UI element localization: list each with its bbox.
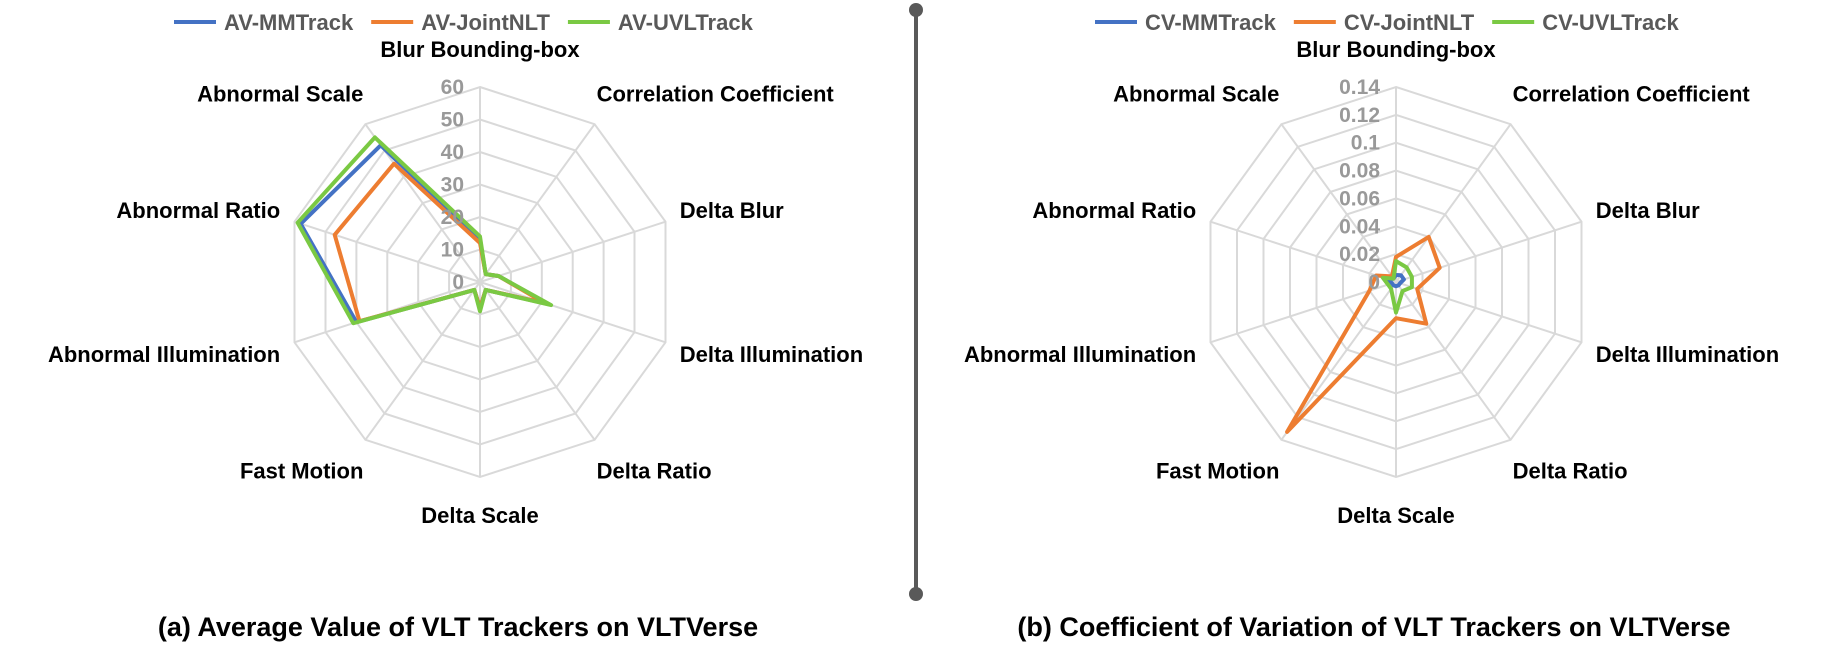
grid-spoke <box>1395 123 1512 283</box>
radial-tick-label: 0.04 <box>1339 215 1380 238</box>
axis-label-abnormal-scale: Abnormal Scale <box>1113 82 1279 107</box>
radial-tick-label: 20 <box>441 206 464 229</box>
radial-tick-label: 0.12 <box>1339 104 1380 127</box>
grid-spoke <box>364 281 481 441</box>
axis-label-abnormal-ratio: Abnormal Ratio <box>1032 198 1196 223</box>
grid-spoke <box>479 220 666 283</box>
radial-tick-label: 10 <box>441 239 464 262</box>
legend-entry-cv-mmtrack: CV-MMTrack <box>1145 10 1277 35</box>
legend-entry-cv-uvltrack: CV-UVLTrack <box>1542 10 1679 35</box>
legend-entry-av-uvltrack: AV-UVLTrack <box>618 10 754 35</box>
series-cv-uvltrack <box>1380 259 1414 315</box>
axis-label-delta-blur: Delta Blur <box>1596 198 1700 223</box>
radial-tick-label: 60 <box>441 76 464 99</box>
radar-chart-average-value: (a) Average Value of VLT Trackers on VLT… <box>48 10 863 642</box>
radar-chart-coefficient-of-variation: (b) Coefficient of Variation of VLT Trac… <box>964 10 1779 642</box>
axis-label-fast-motion: Fast Motion <box>240 459 363 484</box>
radial-tick-label: 30 <box>441 174 464 197</box>
chart-legend: CV-MMTrack CV-JointNLT CV-UVLTrack <box>1095 10 1679 35</box>
axis-label-abnormal-illumination: Abnormal Illumination <box>964 342 1196 367</box>
chart-caption: (a) Average Value of VLT Trackers on VLT… <box>158 612 758 642</box>
radial-tick-label: 50 <box>441 109 464 132</box>
chart-legend: AV-MMTrack AV-JointNLT AV-UVLTrack <box>174 10 754 35</box>
radial-tick-label: 0.02 <box>1339 243 1380 266</box>
radial-tick-label: 40 <box>441 141 464 164</box>
grid-spoke <box>1395 220 1582 283</box>
grid-spoke <box>1395 281 1582 344</box>
legend-entry-cv-jointnlt: CV-JointNLT <box>1344 10 1475 35</box>
axis-label-delta-blur: Delta Blur <box>680 198 784 223</box>
legend-entry-av-jointnlt: AV-JointNLT <box>421 10 550 35</box>
grid-spoke <box>479 281 666 344</box>
grid-spoke <box>294 220 481 283</box>
axis-label-abnormal-scale: Abnormal Scale <box>197 82 363 107</box>
axis-label-correlation-coefficient: Correlation Coefficient <box>1513 82 1751 107</box>
radial-tick-label: 0.14 <box>1339 76 1380 99</box>
grid-spoke <box>1210 281 1397 344</box>
grid-spoke <box>1280 123 1397 283</box>
legend-entry-av-mmtrack: AV-MMTrack <box>224 10 354 35</box>
grid-spoke <box>479 123 596 283</box>
axis-label-delta-illumination: Delta Illumination <box>1596 342 1779 367</box>
grid-spoke <box>1395 281 1512 441</box>
axis-label-delta-scale: Delta Scale <box>1337 503 1454 528</box>
grid-spoke <box>479 281 596 441</box>
radial-tick-label: 0.1 <box>1351 132 1381 155</box>
axis-label-delta-illumination: Delta Illumination <box>680 342 863 367</box>
radial-tick-label: 0.08 <box>1339 160 1380 183</box>
divider-bottom-cap <box>909 587 923 601</box>
grid-spoke <box>1280 281 1397 441</box>
axis-label-correlation-coefficient: Correlation Coefficient <box>597 82 835 107</box>
axis-label-delta-ratio: Delta Ratio <box>1513 459 1628 484</box>
chart-caption: (b) Coefficient of Variation of VLT Trac… <box>1017 612 1730 642</box>
series-av-uvltrack <box>295 135 554 326</box>
axis-label-delta-scale: Delta Scale <box>421 503 538 528</box>
radar-grid <box>1209 85 1583 479</box>
axis-label-blur-bounding-box: Blur Bounding-box <box>380 37 580 62</box>
axis-label-abnormal-ratio: Abnormal Ratio <box>116 198 280 223</box>
axis-label-blur-bounding-box: Blur Bounding-box <box>1296 37 1496 62</box>
divider-top-cap <box>909 3 923 17</box>
axis-label-delta-ratio: Delta Ratio <box>597 459 712 484</box>
axis-label-fast-motion: Fast Motion <box>1156 459 1279 484</box>
radial-tick-label: 0 <box>1368 271 1380 294</box>
radial-tick-label: 0 <box>452 271 464 294</box>
radial-tick-label: 0.06 <box>1339 187 1380 210</box>
axis-label-abnormal-illumination: Abnormal Illumination <box>48 342 280 367</box>
series-cv-jointnlt <box>1285 234 1442 434</box>
radar-grid <box>293 85 667 479</box>
grid-spoke <box>1210 220 1397 283</box>
